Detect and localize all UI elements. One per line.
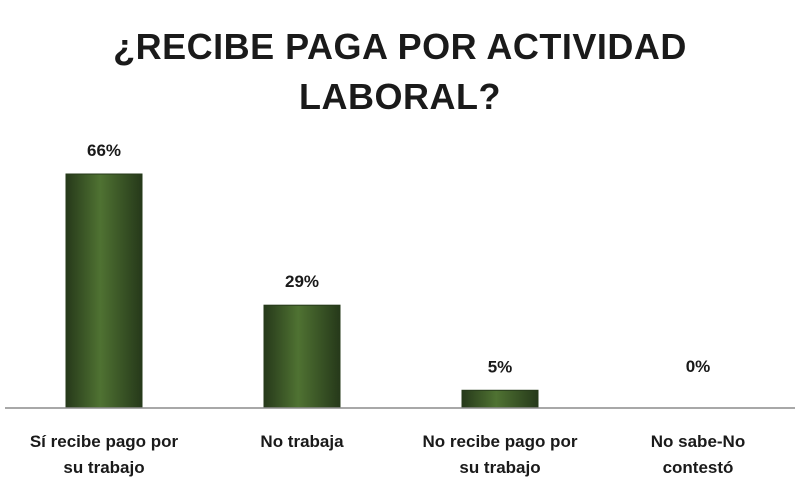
labels-layer: 66% Sí recibe pago por su trabajo 29% No tra…: [30, 141, 745, 477]
data-label-3: 5%: [488, 357, 513, 376]
category-label-4-line-2: contestó: [663, 458, 734, 477]
data-label-2: 29%: [285, 272, 319, 291]
category-label-3-line-1: No recibe pago por: [423, 432, 578, 451]
bar-2: [263, 304, 341, 409]
chart-title-line-1: ¿RECIBE PAGA POR ACTIVIDAD: [113, 26, 687, 67]
data-label-4: 0%: [686, 357, 711, 376]
bar-3: [461, 389, 539, 409]
category-label-1-line-1: Sí recibe pago por: [30, 432, 179, 451]
bar-1: [65, 173, 143, 409]
chart-title: ¿RECIBE PAGA POR ACTIVIDAD LABORAL?: [0, 22, 800, 122]
chart-title-line-2: LABORAL?: [299, 76, 501, 117]
category-label-2-line-1: No trabaja: [260, 432, 344, 451]
bars-layer: [65, 173, 539, 409]
category-label-3-line-2: su trabajo: [459, 458, 540, 477]
category-label-4-line-1: No sabe-No: [651, 432, 745, 451]
data-label-1: 66%: [87, 141, 121, 160]
category-label-1-line-2: su trabajo: [63, 458, 144, 477]
